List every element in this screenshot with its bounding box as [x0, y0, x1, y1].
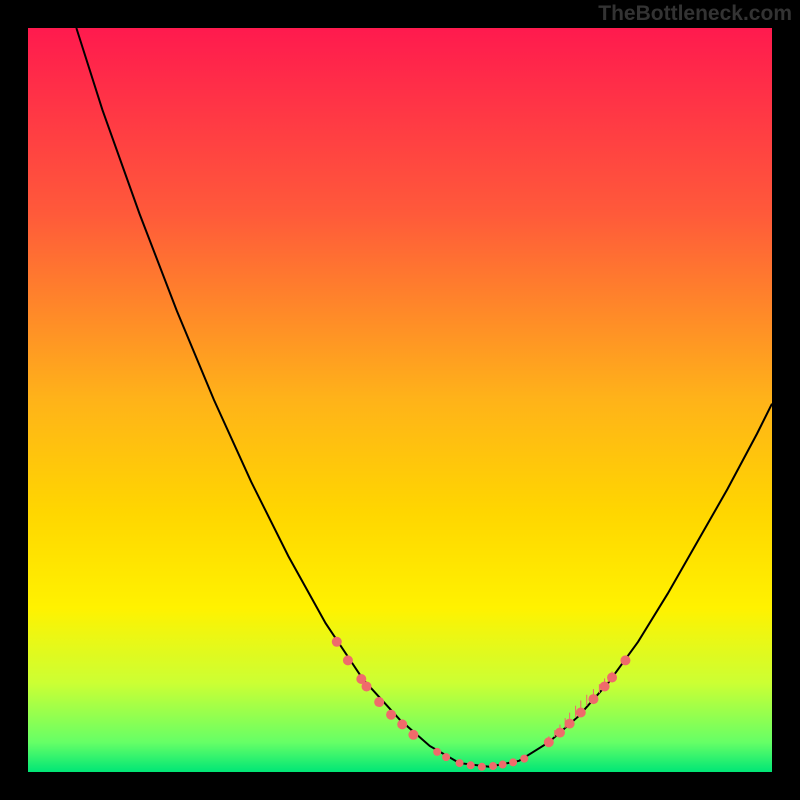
bottleneck-curve	[76, 28, 772, 767]
curve-marker-left	[408, 730, 418, 740]
chart-plot-area	[28, 28, 772, 772]
curve-marker-left	[386, 710, 396, 720]
curve-marker-bottom	[478, 763, 486, 771]
curve-marker-bottom	[467, 761, 475, 769]
curve-marker-right	[620, 655, 630, 665]
curve-marker-right	[600, 681, 610, 691]
curve-marker-left	[362, 681, 372, 691]
curve-marker-right	[565, 719, 575, 729]
curve-marker-left	[374, 697, 384, 707]
bottleneck-curve-chart	[28, 28, 772, 772]
curve-marker-bottom	[520, 755, 528, 763]
curve-marker-left	[397, 719, 407, 729]
curve-marker-left	[332, 637, 342, 647]
curve-marker-bottom	[509, 758, 517, 766]
curve-marker-bottom	[433, 748, 441, 756]
curve-marker-bottom	[489, 762, 497, 770]
curve-marker-bottom	[456, 759, 464, 767]
curve-marker-bottom	[442, 753, 450, 761]
curve-marker-right	[588, 694, 598, 704]
curve-marker-right	[607, 673, 617, 683]
curve-marker-right	[544, 737, 554, 747]
curve-marker-right	[555, 728, 565, 738]
watermark-text: TheBottleneck.com	[598, 2, 792, 26]
curve-marker-left	[343, 655, 353, 665]
curve-marker-right	[576, 707, 586, 717]
curve-marker-bottom	[499, 761, 507, 769]
